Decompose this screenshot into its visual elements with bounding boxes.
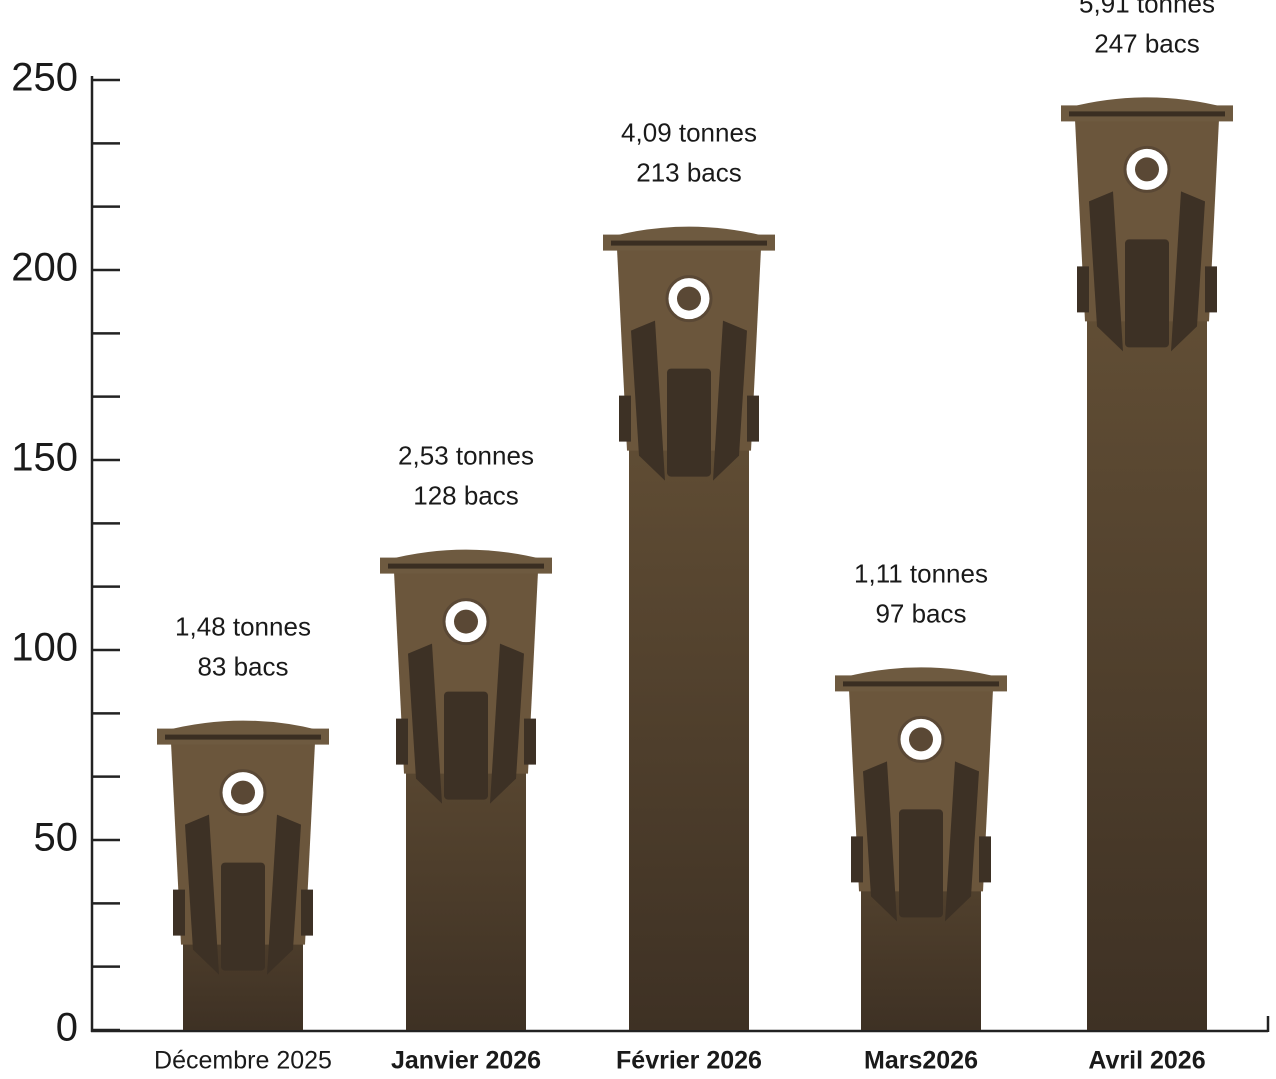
x-tick-label: Mars2026 [864,1047,978,1075]
annotation: 1,48 tonnes [175,611,311,641]
bin-side [173,889,185,936]
bin-lid-rim [611,240,767,246]
bin-lid-rim [388,563,544,569]
x-tick-label: Décembre 2025 [154,1047,332,1075]
annotation: 2,53 tonnes [398,440,534,470]
bin-side [851,836,863,883]
bin-lid-rim [843,681,999,687]
annotation: 5,91 tonnes [1079,0,1215,18]
bin-side [979,836,991,883]
y-tick-label: 250 [11,56,78,100]
bin [380,549,552,1030]
bin-panel [863,761,897,922]
value-label: 83 bacs [197,651,288,681]
bin [157,720,329,1030]
x-tick-label: Février 2026 [616,1047,762,1075]
bin-side [524,718,536,765]
bin-panel [1089,191,1123,352]
bin-side [1077,266,1089,313]
bin [1061,97,1233,1030]
bin-panel [945,761,979,922]
value-label: 213 bacs [636,157,742,187]
bin-side [301,889,313,936]
bin-lid-dome [611,226,767,237]
bin-handle [444,691,488,800]
bin [835,667,1007,1030]
bin-handle [221,862,265,971]
bin-logo-inner [909,727,933,752]
bin-panel [1171,191,1205,352]
value-label: 128 bacs [413,480,519,510]
bin-panel [408,643,442,804]
x-tick-label: Janvier 2026 [391,1047,541,1075]
bin-handle [1125,239,1169,348]
y-tick-label: 0 [56,1006,78,1050]
bin-logo-inner [1135,157,1159,182]
bin-side [747,395,759,442]
bin-lid-rim [1069,111,1225,117]
x-tick-label: Avril 2026 [1088,1047,1205,1075]
annotation: 1,11 tonnes [854,558,988,588]
bin-handle [899,809,943,918]
y-tick-label: 50 [34,816,79,860]
bin-panel [267,814,301,975]
bin-side [1205,266,1217,313]
bin [603,226,775,1031]
bin-logo-inner [677,286,701,311]
bin-lid-dome [1069,97,1225,108]
y-tick-label: 150 [11,436,78,480]
bin-handle [667,368,711,477]
bin-panel [631,320,665,481]
bin-panel [713,320,747,481]
bin-panel [490,643,524,804]
bin-side [619,395,631,442]
bin-side [396,718,408,765]
bin-lid-dome [843,667,999,678]
bin-lid-dome [165,720,321,731]
value-label: 97 bacs [875,598,966,628]
y-tick-label: 100 [11,626,78,670]
y-tick-label: 200 [11,246,78,290]
bin-panel [185,814,219,975]
bin-lid-rim [165,734,321,740]
bin-logo-inner [231,780,255,805]
value-label: 247 bacs [1094,28,1200,58]
bin-logo-inner [454,609,478,634]
bin-lid-dome [388,549,544,560]
annotation: 4,09 tonnes [621,117,757,147]
